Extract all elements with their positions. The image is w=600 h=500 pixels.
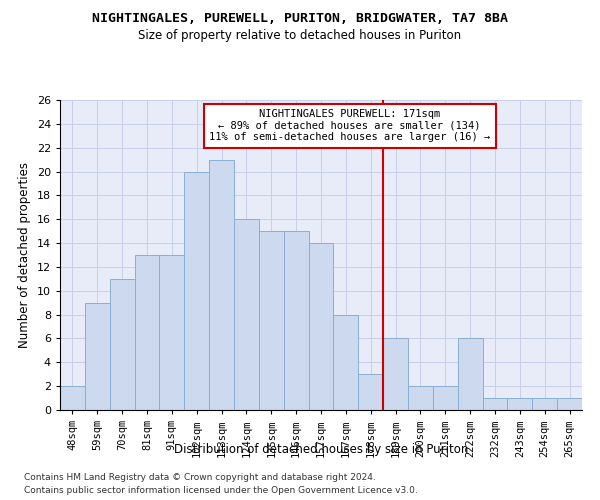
- Text: Contains public sector information licensed under the Open Government Licence v3: Contains public sector information licen…: [24, 486, 418, 495]
- Bar: [259, 231, 284, 410]
- Bar: [408, 386, 433, 410]
- Bar: [458, 338, 482, 410]
- Bar: [184, 172, 209, 410]
- Bar: [358, 374, 383, 410]
- Text: Contains HM Land Registry data © Crown copyright and database right 2024.: Contains HM Land Registry data © Crown c…: [24, 472, 376, 482]
- Bar: [334, 314, 358, 410]
- Bar: [433, 386, 458, 410]
- Bar: [60, 386, 85, 410]
- Bar: [160, 255, 184, 410]
- Y-axis label: Number of detached properties: Number of detached properties: [18, 162, 31, 348]
- Bar: [209, 160, 234, 410]
- Bar: [85, 302, 110, 410]
- Bar: [308, 243, 334, 410]
- Bar: [110, 279, 134, 410]
- Bar: [284, 231, 308, 410]
- Text: NIGHTINGALES PUREWELL: 171sqm
← 89% of detached houses are smaller (134)
11% of : NIGHTINGALES PUREWELL: 171sqm ← 89% of d…: [209, 110, 490, 142]
- Bar: [234, 219, 259, 410]
- Text: Distribution of detached houses by size in Puriton: Distribution of detached houses by size …: [174, 442, 468, 456]
- Bar: [383, 338, 408, 410]
- Bar: [532, 398, 557, 410]
- Bar: [482, 398, 508, 410]
- Bar: [557, 398, 582, 410]
- Text: Size of property relative to detached houses in Puriton: Size of property relative to detached ho…: [139, 29, 461, 42]
- Text: NIGHTINGALES, PUREWELL, PURITON, BRIDGWATER, TA7 8BA: NIGHTINGALES, PUREWELL, PURITON, BRIDGWA…: [92, 12, 508, 26]
- Bar: [134, 255, 160, 410]
- Bar: [508, 398, 532, 410]
